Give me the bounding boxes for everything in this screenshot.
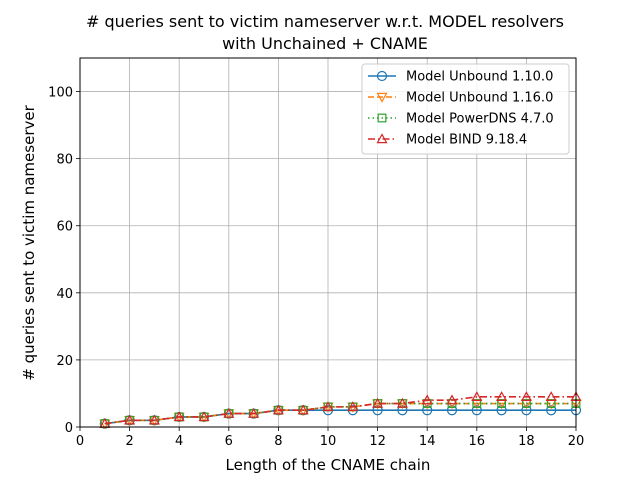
y-tick-label: 80 xyxy=(56,153,73,168)
data-point xyxy=(148,414,160,425)
legend-label: Model BIND 9.18.4 xyxy=(406,133,527,148)
x-tick-label: 20 xyxy=(568,434,585,449)
x-tick-label: 8 xyxy=(274,434,282,449)
series-line xyxy=(104,396,576,425)
data-point xyxy=(545,391,557,402)
data-point xyxy=(496,405,507,416)
data-point xyxy=(446,405,458,416)
data-point xyxy=(446,394,458,405)
x-tick-label: 4 xyxy=(175,434,183,449)
y-tick-label: 60 xyxy=(56,220,73,235)
legend-label: Model PowerDNS 4.7.0 xyxy=(406,112,554,127)
legend-label: Model Unbound 1.10.0 xyxy=(406,70,553,85)
legend-marker xyxy=(377,113,387,123)
data-point xyxy=(546,399,556,408)
data-point xyxy=(297,404,309,415)
y-tick-label: 100 xyxy=(48,86,73,101)
data-point xyxy=(421,394,433,405)
legend-entry: Model PowerDNS 4.7.0 xyxy=(368,112,554,127)
y-tick-label: 40 xyxy=(56,287,73,302)
legend-entry: Model Unbound 1.10.0 xyxy=(368,70,553,85)
legend-entry: Model Unbound 1.16.0 xyxy=(368,91,553,106)
data-point xyxy=(322,401,334,412)
data-point xyxy=(521,399,531,408)
x-tick-label: 14 xyxy=(419,434,436,449)
series-3 xyxy=(100,399,581,429)
data-point xyxy=(347,401,359,412)
x-tick-label: 18 xyxy=(518,434,535,449)
data-point xyxy=(471,405,482,416)
data-point xyxy=(422,405,433,416)
data-point xyxy=(372,405,383,416)
data-point xyxy=(472,399,482,408)
x-tick-label: 10 xyxy=(320,434,337,449)
data-point xyxy=(546,405,557,416)
axis-ticks: 0 2 4 6 8 10 12 14 16 18 20 0 20 40 60 80 100 xyxy=(48,86,584,449)
chart-title-line-2: with Unchained + CNAME xyxy=(222,34,428,53)
legend-box xyxy=(361,63,570,155)
y-tick-label: 0 xyxy=(65,421,73,436)
data-point xyxy=(497,399,507,408)
data-point xyxy=(396,397,408,408)
data-point xyxy=(521,405,532,416)
y-axis-label: # queries sent to victim nameserver xyxy=(20,104,38,380)
data-point xyxy=(248,407,260,418)
data-point xyxy=(496,391,508,402)
legend-label: Model Unbound 1.16.0 xyxy=(406,91,553,106)
x-tick-label: 2 xyxy=(125,434,133,449)
data-point xyxy=(397,405,408,416)
data-point xyxy=(173,411,185,422)
x-tick-label: 0 xyxy=(76,434,84,449)
series-4 xyxy=(99,391,582,428)
chart-title-line-1: # queries sent to victim nameserver w.r.… xyxy=(86,12,564,31)
x-axis-label: Length of the CNAME chain xyxy=(226,456,431,474)
legend: Model Unbound 1.10.0 Model Unbound 1.16.0… xyxy=(361,63,570,155)
data-point xyxy=(124,414,136,425)
data-point xyxy=(272,404,284,415)
legend-marker xyxy=(376,133,388,144)
data-point xyxy=(471,391,483,402)
series-1 xyxy=(99,405,582,429)
data-point xyxy=(223,407,235,418)
legend-marker xyxy=(376,92,388,103)
legend-entry: Model BIND 9.18.4 xyxy=(368,133,527,148)
x-tick-label: 12 xyxy=(369,434,386,449)
series-layer xyxy=(99,391,582,430)
data-point xyxy=(198,411,210,422)
x-tick-label: 6 xyxy=(225,434,233,449)
legend-marker xyxy=(376,70,388,82)
x-tick-label: 16 xyxy=(469,434,486,449)
data-point xyxy=(372,397,384,408)
y-tick-label: 20 xyxy=(56,354,73,369)
data-point xyxy=(520,391,532,402)
